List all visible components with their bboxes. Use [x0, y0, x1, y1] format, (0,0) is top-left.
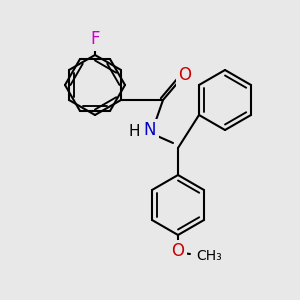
Text: F: F [90, 30, 100, 48]
Text: CH₃: CH₃ [196, 249, 222, 263]
Text: O: O [172, 242, 184, 260]
Text: H: H [128, 124, 140, 139]
Text: O: O [178, 66, 191, 84]
Text: N: N [144, 121, 156, 139]
